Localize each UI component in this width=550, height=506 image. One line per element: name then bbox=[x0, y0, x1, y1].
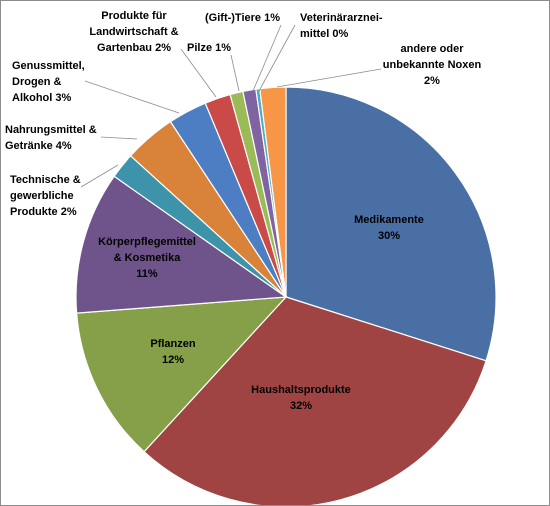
slice-label-line: Pflanzen bbox=[150, 338, 196, 350]
slice-label-line: Produkte 2% bbox=[10, 206, 77, 218]
labels-group: Medikamente 30% Haushaltsprodukte 32% Pflanz… bbox=[5, 10, 481, 412]
slices-group bbox=[75, 86, 497, 505]
slice-label-line: Drogen & bbox=[12, 76, 62, 88]
pie-slice-0 bbox=[285, 86, 497, 362]
leader-line-6 bbox=[84, 80, 180, 114]
leader-line-4 bbox=[80, 164, 119, 188]
slice-label-line: Medikamente bbox=[354, 214, 424, 226]
slice-label-line: 30% bbox=[378, 230, 400, 242]
slice-label-5: Nahrungsmittel & Getränke 4% bbox=[5, 124, 97, 152]
leader-lines-group bbox=[80, 24, 382, 188]
pie-slice-11 bbox=[259, 86, 287, 298]
slice-label-line: Technische & bbox=[10, 174, 81, 186]
slice-label-6: Genussmittel, Drogen & Alkohol 3% bbox=[12, 60, 85, 104]
slice-label-line: 11% bbox=[136, 268, 158, 280]
leader-line-5 bbox=[100, 136, 138, 140]
slice-label-line: Körperpflegemittel bbox=[98, 236, 196, 248]
slice-label-line: Nahrungsmittel & bbox=[5, 124, 97, 136]
slice-label-line: Produkte für bbox=[101, 10, 167, 22]
leader-line-8 bbox=[230, 54, 240, 92]
slice-label-line: 2% bbox=[424, 75, 440, 87]
slice-label-line: gewerbliche bbox=[10, 190, 74, 202]
leader-line-11 bbox=[276, 68, 382, 88]
slice-label-line: Landwirtschaft & bbox=[89, 26, 178, 38]
slice-label-8: Pilze 1% bbox=[187, 42, 231, 54]
leader-line-7 bbox=[180, 48, 217, 98]
pie-slice-3 bbox=[75, 175, 288, 314]
slice-label-line: Gartenbau 2% bbox=[97, 42, 171, 54]
slice-label-7: Produkte für Landwirtschaft & Gartenbau 2% bbox=[89, 10, 178, 54]
leader-line-10 bbox=[258, 24, 296, 92]
slice-label-line: Haushaltsprodukte bbox=[251, 384, 351, 396]
slice-label-line: (Gift-)Tiere 1% bbox=[205, 12, 280, 24]
slice-label-9: (Gift-)Tiere 1% bbox=[205, 12, 280, 24]
slice-label-11: andere oder unbekannte Noxen 2% bbox=[383, 43, 482, 87]
slice-label-line: & Kosmetika bbox=[114, 252, 182, 264]
slice-label-line: mittel 0% bbox=[300, 28, 349, 40]
slice-label-line: 12% bbox=[162, 354, 184, 366]
slice-label-line: Pilze 1% bbox=[187, 42, 231, 54]
leader-line-9 bbox=[252, 24, 282, 92]
slice-label-line: 32% bbox=[290, 400, 312, 412]
slice-label-0: Medikamente 30% bbox=[354, 214, 424, 242]
slice-label-10: Veterinärarznei-mittel 0% bbox=[300, 12, 383, 40]
slice-label-line: unbekannte Noxen bbox=[383, 59, 482, 71]
slice-label-line: Genussmittel, bbox=[12, 60, 85, 72]
slice-label-2: Pflanzen 12% bbox=[150, 338, 196, 366]
slice-label-line: Getränke 4% bbox=[5, 140, 72, 152]
slice-label-3: Körperpflegemittel & Kosmetika 11% bbox=[98, 236, 196, 280]
slice-label-line: Veterinärarznei- bbox=[300, 12, 383, 24]
slice-label-4: Technische & gewerbliche Produkte 2% bbox=[10, 174, 81, 218]
pie-slice-2 bbox=[75, 296, 288, 453]
slice-label-line: Alkohol 3% bbox=[12, 92, 72, 104]
slice-label-1: Haushaltsprodukte 32% bbox=[251, 384, 351, 412]
pie-slice-1 bbox=[143, 296, 487, 505]
slice-label-line: andere oder bbox=[401, 43, 465, 55]
